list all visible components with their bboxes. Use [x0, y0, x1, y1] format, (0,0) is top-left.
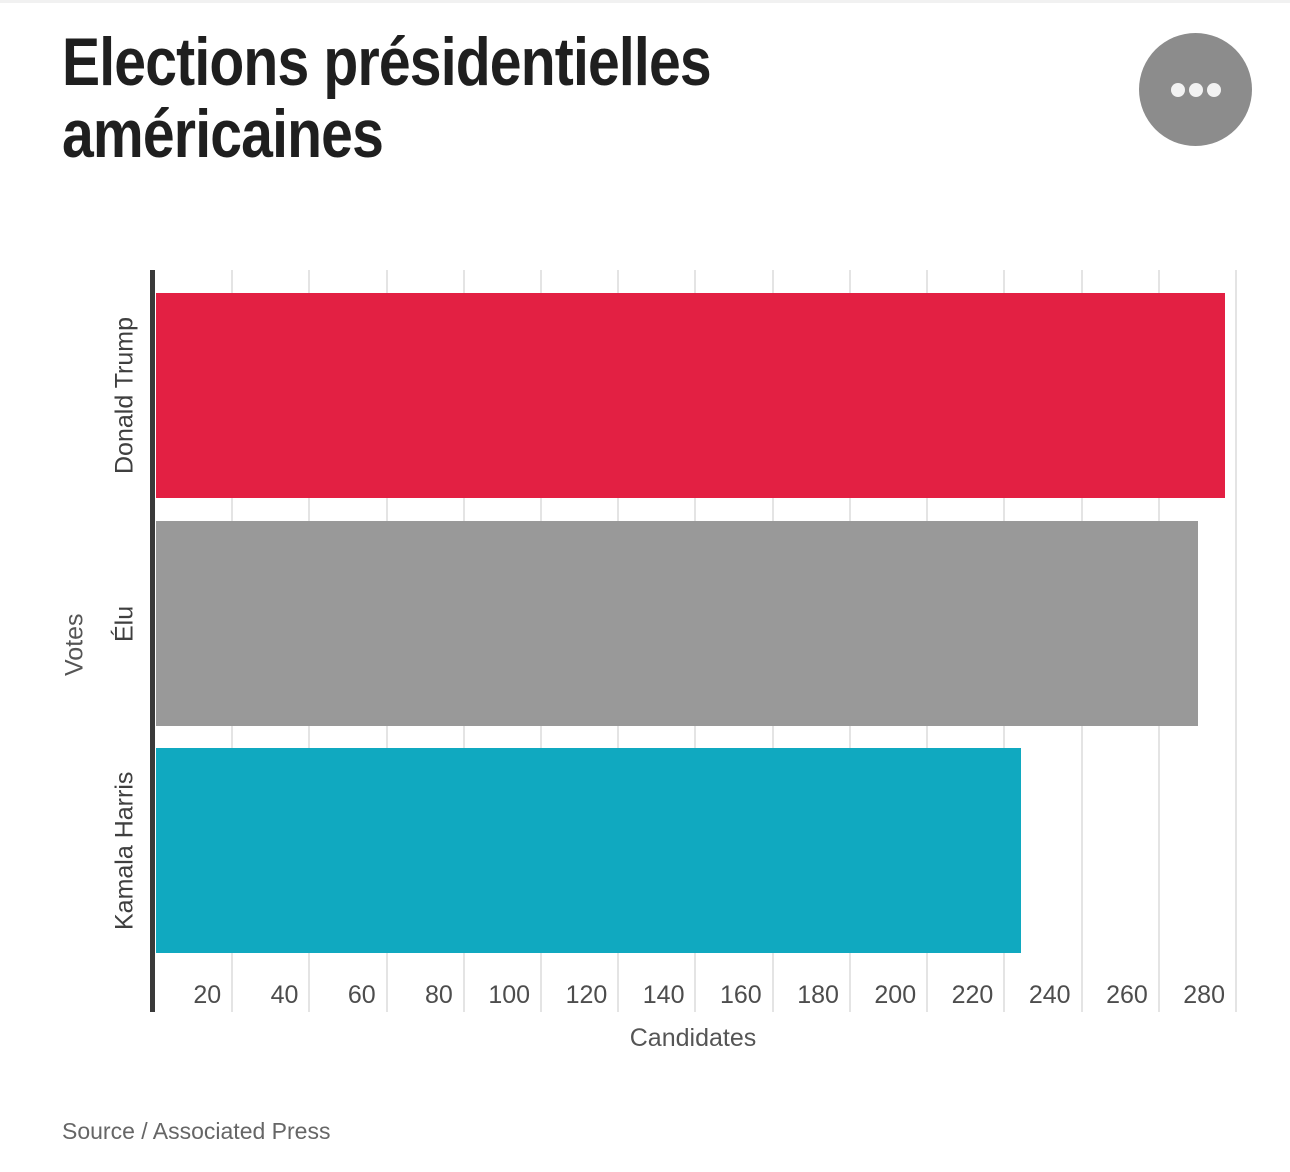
x-tick-label-40: 40: [270, 981, 299, 1009]
category-label-kamala-harris: Kamala Harris: [110, 771, 139, 930]
y-axis-line: [150, 270, 155, 1012]
page-title-line2: américaines: [62, 96, 384, 172]
plot-area: 20 40 60 80 100 120 140 160 180 200 220 240 260 280 Do…: [111, 270, 1264, 1012]
card-top-border: [0, 0, 1290, 3]
menu-button[interactable]: [1139, 33, 1252, 146]
x-tick-label-20: 20: [193, 981, 222, 1009]
source-credit: Source / Associated Press: [62, 1118, 331, 1144]
x-tick-label-240: 240: [1028, 981, 1071, 1009]
x-tick-label-220: 220: [951, 981, 994, 1009]
category-label-élu: Élu: [110, 604, 139, 642]
page-title-line1: Elections présidentielles: [62, 24, 712, 100]
page-title: Elections présidentielles américaines: [62, 26, 885, 170]
x-tick-label-180: 180: [797, 981, 839, 1009]
x-axis-title: Candidates: [629, 1024, 757, 1052]
x-tick-label-60: 60: [347, 981, 376, 1009]
x-tick-label-160: 160: [719, 981, 762, 1009]
gridline-280: [1234, 270, 1237, 1012]
category-label-donald-trump: Donald Trump: [110, 316, 139, 475]
x-tick-label-280: 280: [1183, 981, 1225, 1009]
y-axis-title: Votes: [60, 613, 89, 677]
bar-donald-trump[interactable]: [156, 293, 1226, 498]
ellipsis-icon: [1170, 82, 1221, 97]
x-tick-label-80: 80: [425, 981, 453, 1009]
bar-élu[interactable]: [156, 520, 1199, 726]
bar-kamala-harris[interactable]: [156, 748, 1021, 953]
x-tick-label-260: 260: [1106, 981, 1148, 1009]
x-tick-label-140: 140: [642, 981, 685, 1009]
x-tick-label-200: 200: [874, 981, 917, 1009]
x-tick-label-100: 100: [488, 981, 531, 1009]
x-tick-label-120: 120: [565, 981, 608, 1009]
